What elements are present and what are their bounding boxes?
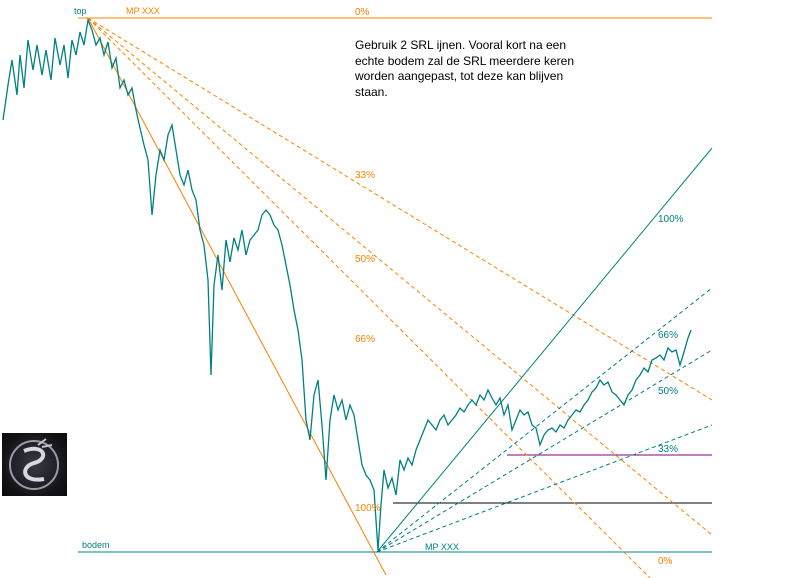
level-bottom-0: 0% [658,556,673,567]
down-fan-lines [87,17,713,578]
down-fan-line-50 [87,17,713,536]
level-down-33: 33% [355,170,375,181]
up-fan-line-100 [376,147,713,553]
up-fan-line-33 [376,424,713,553]
level-down-66: 66% [355,334,375,345]
level-up-33: 33% [658,444,678,455]
down-fan-line-33 [87,17,713,401]
logo-image [2,433,67,496]
level-top-0: 0% [355,7,370,18]
up-fan-lines [376,147,713,553]
annotation-note: Gebruik 2 SRL ijnen. Vooral kort na een … [355,38,575,99]
level-up-50: 50% [658,386,678,397]
serpent-logo-icon [9,438,59,490]
price-series-line [2,17,692,551]
down-fan-line-100 [87,17,387,576]
mp-top-label: MP XXX [126,6,160,16]
level-down-50: 50% [355,254,375,265]
mp-bottom-label: MP XXX [425,542,459,552]
up-fan-line-50 [376,349,713,553]
level-up-100: 100% [658,214,684,225]
top-label: top [74,6,87,16]
down-fan-line-66 [87,17,651,578]
level-down-100: 100% [355,503,381,514]
level-up-66: 66% [658,330,678,341]
up-fan-line-66 [376,287,713,553]
bottom-label: bodem [82,540,110,550]
